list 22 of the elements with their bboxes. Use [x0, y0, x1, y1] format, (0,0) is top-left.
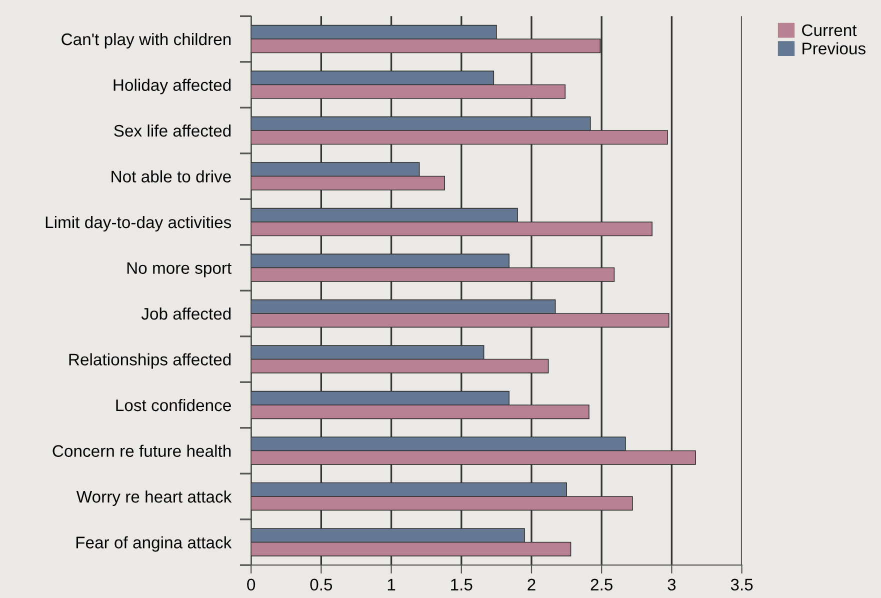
x-tick-label: 2: [528, 578, 536, 590]
y-tick-label: No more sport: [127, 262, 232, 278]
y-tick-label: Can't play with children: [62, 32, 231, 49]
x-tick-label: 0: [247, 578, 256, 591]
y-tick-label: Not able to drive: [112, 170, 231, 182]
y-tick-label: Concern re future health: [52, 444, 231, 457]
y-tick-label: Holiday affected: [114, 78, 231, 94]
x-tick-label: 2.5: [590, 578, 612, 591]
legend-label: Current: [802, 24, 857, 36]
y-tick-label: Sex life affected: [114, 124, 231, 137]
x-tick-label: 0.5: [310, 578, 332, 591]
x-tick-label: 1.5: [451, 578, 472, 591]
x-tick-label: 3.5: [730, 578, 753, 591]
x-tick-label: 1: [388, 578, 396, 590]
y-tick-label: Worry re heart attack: [76, 490, 232, 506]
y-tick-label: Limit day-to-day activities: [46, 216, 232, 232]
x-tick-label: 3: [668, 578, 676, 591]
y-tick-label: Relationships affected: [69, 353, 231, 369]
legend-label: Previous: [802, 42, 866, 54]
y-tick-label: Fear of angina attack: [76, 536, 232, 552]
y-tick-label: Lost confidence: [116, 398, 231, 412]
y-tick-label: Job affected: [141, 307, 231, 320]
